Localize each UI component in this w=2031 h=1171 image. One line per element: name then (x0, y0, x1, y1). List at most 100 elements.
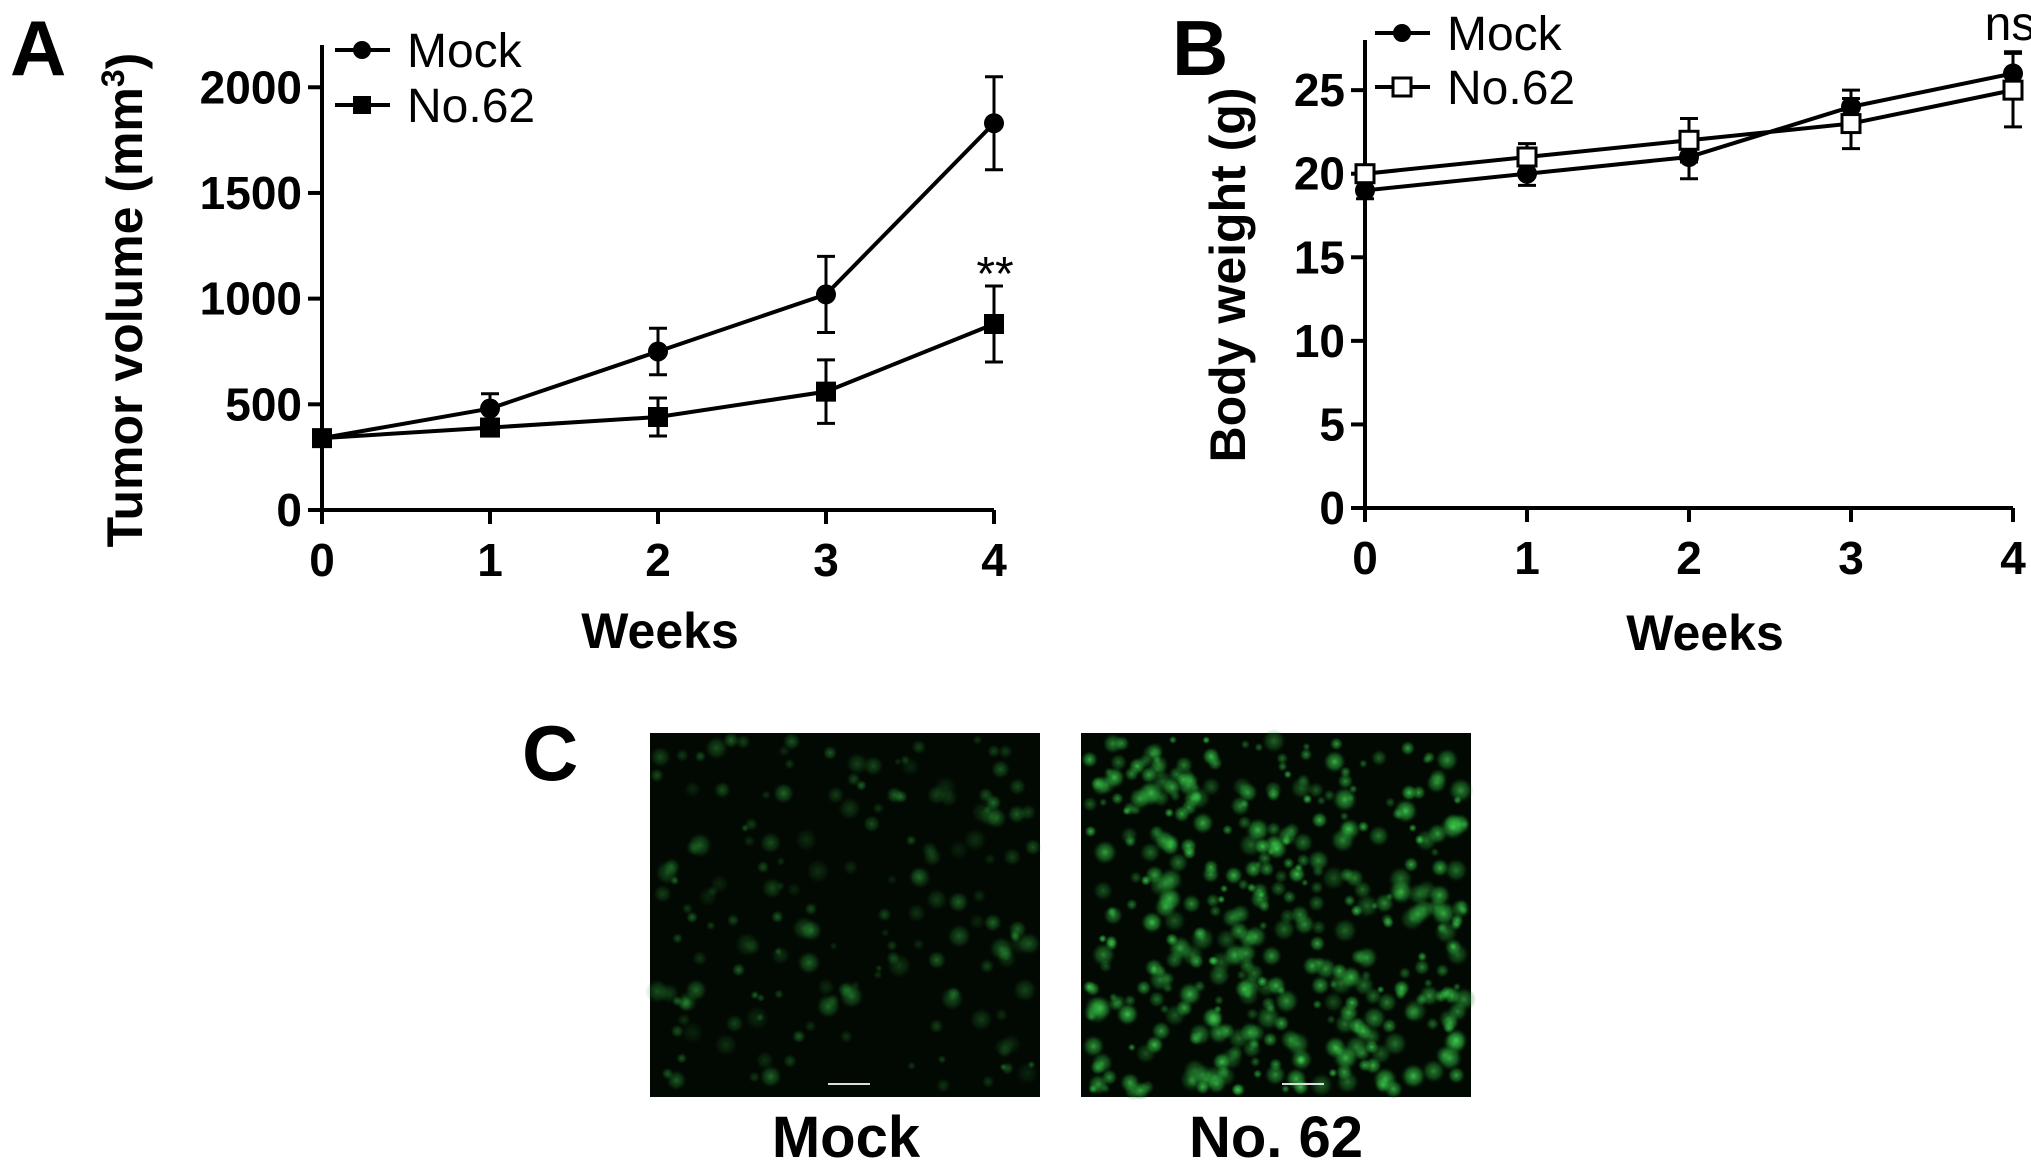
fluorescent-cell (1231, 776, 1253, 798)
chart-a-marks: 0 500 1000 1500 2000 0 1 2 3 4 (200, 45, 1007, 586)
fluorescent-cell (1327, 970, 1354, 996)
chart-a-series-mock-point (648, 341, 668, 362)
fluorescent-cell (1281, 1084, 1290, 1094)
fluorescent-cell (1326, 1014, 1337, 1025)
fluorescent-cell (1309, 880, 1324, 895)
fluorescent-cell (994, 1007, 1009, 1022)
fluorescent-cell (1376, 991, 1398, 1013)
chart-a-series-mock-point (816, 284, 836, 305)
fluorescent-cell (972, 888, 987, 903)
fluorescent-cell (1162, 833, 1180, 852)
fluorescence-cells-no62 (1080, 728, 1477, 1101)
fluorescent-cell (1296, 773, 1311, 788)
fluorescent-cell (1082, 1005, 1100, 1022)
fluorescent-cell (796, 950, 821, 975)
fluorescent-cell (1202, 736, 1211, 745)
fluorescent-cell (1354, 893, 1380, 919)
fluorescent-cell (759, 1064, 783, 1089)
fluorescent-cell (1403, 856, 1419, 873)
panel-label-a: A (10, 4, 66, 92)
fluorescent-cell (1024, 838, 1042, 856)
fluorescent-cell (1265, 821, 1282, 837)
fluorescent-cell (937, 1054, 947, 1065)
fluorescent-cell (649, 746, 672, 768)
fluorescent-cell (1440, 1013, 1460, 1033)
fluorescent-cell (804, 1019, 817, 1033)
fluorescent-cell (804, 902, 818, 916)
fluorescent-cell (962, 827, 988, 853)
fluorescent-cell (786, 881, 802, 898)
fluorescent-cell (873, 969, 883, 980)
fluorescent-cell (1312, 999, 1323, 1010)
fluorescent-cell (1148, 754, 1169, 775)
fluorescent-cell (1080, 751, 1099, 769)
chart-b-series-no62-point (1678, 129, 1700, 151)
fluorescent-cell (744, 938, 762, 956)
chart-b-x-tick-label: 3 (1838, 532, 1864, 584)
fluorescent-cell (1169, 790, 1182, 802)
chart-a: 0 500 1000 1500 2000 0 1 2 3 4 Weeks Tumor volume… (95, 25, 1014, 659)
fluorescent-cell (1165, 932, 1179, 947)
fluorescent-cell (776, 856, 786, 867)
fluorescent-cell (1203, 859, 1219, 875)
chart-b-series-mock-point (1355, 180, 1375, 201)
fluorescent-cell (880, 928, 891, 938)
fluorescent-cell (1182, 845, 1197, 860)
fluorescent-cell (1119, 1072, 1141, 1093)
fluorescent-cell (1000, 1033, 1023, 1055)
fluorescent-cell (1276, 985, 1287, 996)
fluorescent-cell (1234, 978, 1255, 1000)
chart-a-x-tick-label: 1 (477, 534, 503, 586)
fluorescent-cell (822, 745, 838, 761)
fluorescent-cell (862, 814, 881, 834)
chart-a-legend: Mock No.62 (335, 25, 535, 133)
chart-a-series-mock-point (480, 398, 500, 419)
fluorescent-cell (1261, 728, 1287, 754)
fluorescent-cell (1243, 924, 1268, 949)
fluorescent-cell (1253, 837, 1272, 856)
fluorescent-cell (1237, 815, 1252, 830)
fluorescent-cell (1230, 1083, 1244, 1096)
fluorescent-cell (1444, 1028, 1468, 1052)
fluorescent-cell (829, 941, 838, 951)
fluorescent-cell (1367, 824, 1390, 847)
fluorescent-cell (972, 734, 983, 746)
fluorescent-cell (846, 772, 861, 787)
chart-a-series-no62-point (816, 381, 836, 402)
fluorescent-cell (1339, 811, 1350, 822)
fluorescent-cell (969, 1007, 994, 1032)
fluorescent-cell (1098, 934, 1108, 944)
fluorescent-cell (1154, 872, 1177, 895)
fluorescent-cell (1237, 878, 1250, 891)
fluorescent-cell (1092, 880, 1114, 901)
fluorescent-cell (1180, 943, 1205, 967)
fluorescent-cell (874, 964, 883, 973)
fluorescent-cell (1100, 1068, 1118, 1086)
chart-b-legend-marker-no62 (1391, 76, 1413, 98)
fluorescent-cell (946, 986, 961, 1001)
fluorescent-cell (1370, 901, 1379, 910)
chart-b-y-tick-label: 20 (1294, 148, 1345, 200)
fluorescent-cell (775, 881, 786, 891)
fluorescent-cell (1174, 755, 1194, 775)
fluorescent-cell (1447, 1066, 1466, 1085)
fluorescent-cell (1339, 867, 1355, 883)
chart-b-legend-marker-mock (1393, 24, 1411, 42)
fluorescent-cell (1428, 768, 1448, 788)
fluorescent-cell (1090, 1051, 1114, 1075)
fluorescent-cell (1273, 869, 1289, 884)
fluorescent-cell (922, 846, 943, 868)
fluorescent-cell (1124, 766, 1140, 782)
chart-a-x-tick-label: 3 (813, 534, 839, 586)
fluorescent-cell (842, 859, 859, 876)
fluorescent-cell (1408, 823, 1417, 833)
fluorescent-cell (709, 873, 730, 895)
fluorescent-cell (685, 911, 699, 924)
fluorescent-cell (816, 977, 836, 997)
chart-a-x-axis-title: Weeks (581, 603, 739, 659)
fluorescent-cell (670, 1024, 685, 1039)
fluorescent-cell (1322, 991, 1344, 1013)
fluorescent-cell (755, 1050, 775, 1071)
fluorescent-cell (999, 1062, 1008, 1071)
fluorescent-cell (783, 758, 796, 770)
